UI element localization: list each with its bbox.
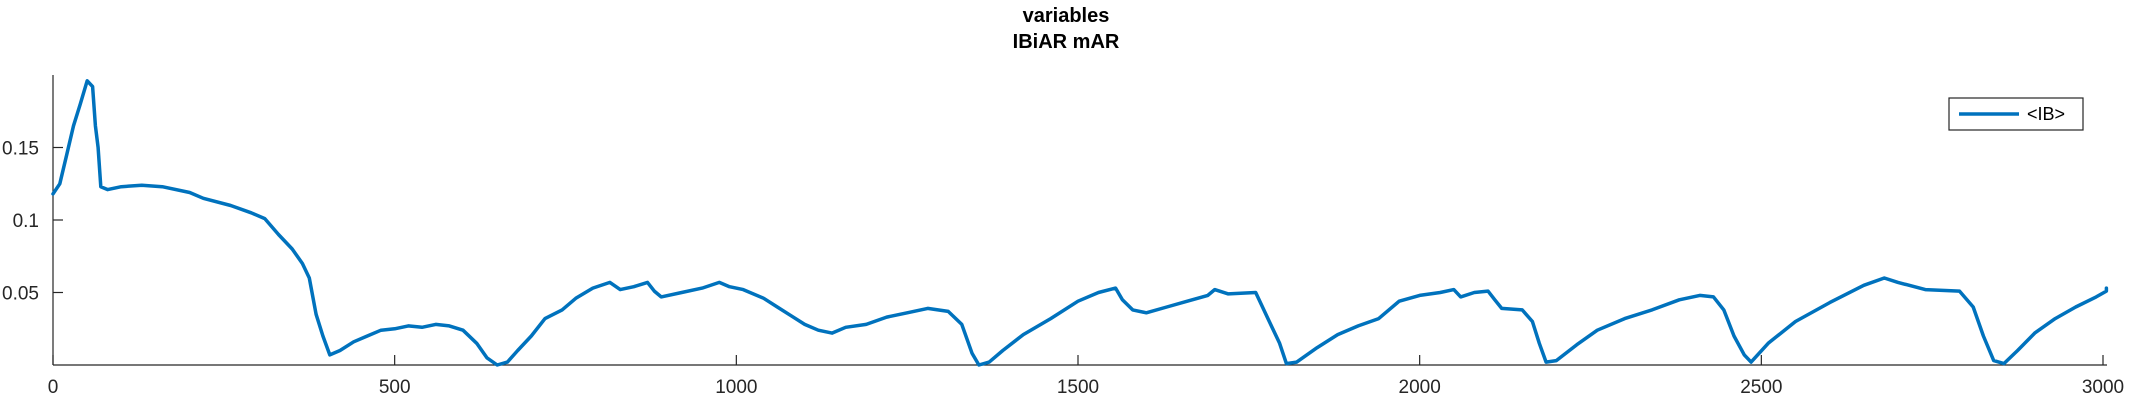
x-tick-label: 2000 bbox=[1399, 377, 1441, 398]
plot-area bbox=[51, 79, 2109, 367]
legend: <IB> bbox=[1948, 97, 2084, 131]
x-tick-label: 0 bbox=[48, 377, 59, 398]
x-tick-label: 2500 bbox=[1740, 377, 1782, 398]
chart-title-line-2: IBiAR mAR bbox=[1013, 31, 1120, 53]
x-tick-label: 3000 bbox=[2082, 377, 2124, 398]
axes: 0 500 1000 1500 2000 2500 3000 0.05 0.1 0.15 bbox=[2, 75, 2124, 398]
y-tick-label: 0.1 bbox=[13, 211, 39, 232]
y-tick-label: 0.15 bbox=[2, 139, 39, 160]
series-line bbox=[51, 79, 2109, 367]
chart-title: variables IBiAR mAR bbox=[1013, 5, 1120, 53]
legend-label: <IB> bbox=[2027, 104, 2065, 124]
x-tick-label: 1500 bbox=[1057, 377, 1099, 398]
x-tick-label: 1000 bbox=[715, 377, 757, 398]
x-tick-label: 500 bbox=[379, 377, 411, 398]
chart-title-line-1: variables bbox=[1023, 5, 1110, 27]
y-tick-label: 0.05 bbox=[2, 284, 39, 305]
